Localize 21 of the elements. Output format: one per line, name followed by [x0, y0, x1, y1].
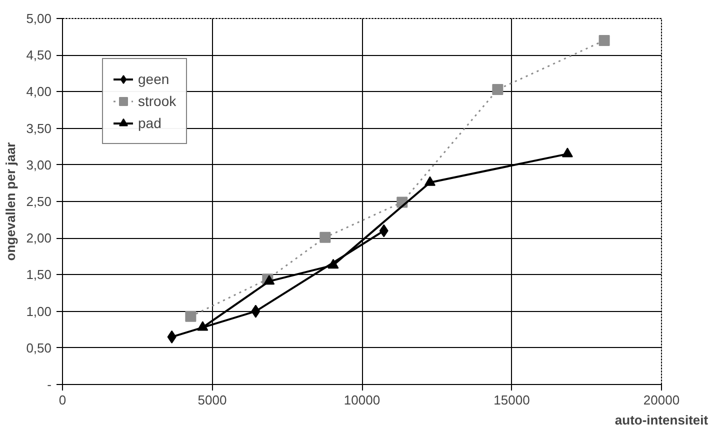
y-tick-label: 0,50	[26, 340, 52, 356]
y-tick-label: -	[47, 377, 52, 392]
y-tick-label: 2,00	[26, 230, 52, 246]
x-tick-label: 0	[58, 392, 66, 408]
y-axis-title: ongevallen per jaar	[3, 142, 18, 261]
x-tick-label: 20000	[643, 392, 680, 408]
y-tick-label: 1,00	[26, 304, 52, 319]
legend-label: geen	[138, 71, 170, 87]
legend-label: strook	[138, 93, 176, 109]
y-tick-label: 4,00	[26, 84, 52, 100]
y-tick-label: 5,00	[26, 11, 52, 26]
x-tick-label: 15000	[494, 392, 530, 408]
y-tick-label: 3,50	[26, 120, 52, 136]
y-tick-label: 1,50	[26, 267, 52, 282]
x-tick-label: 5000	[198, 392, 227, 408]
y-tick-label: 4,50	[26, 48, 52, 63]
x-axis-title: auto-intensiteit	[614, 412, 709, 428]
x-tick-label: 10000	[344, 392, 380, 408]
y-tick-label: 2,50	[26, 194, 52, 209]
legend-label: pad	[138, 115, 162, 131]
y-tick-label: 3,00	[26, 157, 52, 172]
